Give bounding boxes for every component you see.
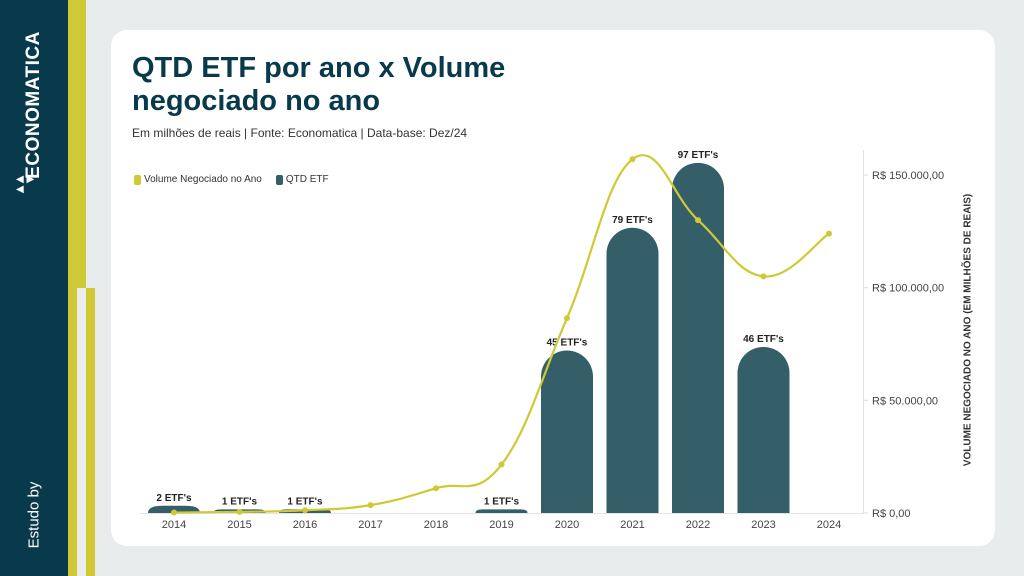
bar-2021 [606, 227, 659, 514]
bar-label-2019: 1 ETF's [484, 496, 520, 507]
x-tick-label-2020: 2020 [555, 519, 579, 531]
bar-2019 [475, 509, 528, 513]
x-tick-label-2016: 2016 [293, 519, 317, 531]
logo-arrows-icon: ◀ ▶ ◀ [16, 174, 35, 195]
volume-point-2019 [498, 461, 505, 468]
accent-stripe [86, 288, 95, 576]
accent-stripe [77, 0, 86, 288]
y-tick-label: R$ 0,00 [872, 508, 911, 520]
volume-point-2017 [367, 502, 374, 509]
x-tick-label-2014: 2014 [162, 519, 186, 531]
x-tick-label-2022: 2022 [686, 519, 710, 531]
x-tick-label-2018: 2018 [424, 519, 448, 531]
volume-point-2021 [629, 156, 636, 163]
legend-label-volume: Volume Negociado no Ano [144, 174, 262, 185]
bar-label-2022: 97 ETF's [678, 150, 719, 161]
bar-label-2021: 79 ETF's [612, 215, 653, 226]
legend-item-qtd[interactable]: QTD ETF [275, 174, 329, 185]
legend-swatch-qtd [275, 174, 283, 185]
y-tick-label: R$ 50.000,00 [872, 395, 938, 407]
volume-point-2014 [171, 509, 177, 516]
volume-point-2020 [564, 315, 570, 322]
x-tick-label-2017: 2017 [358, 519, 382, 531]
bar-2022 [672, 162, 724, 513]
volume-point-2024 [826, 230, 832, 237]
chart-subtitle: Em milhões de reais | Fonte: Economatica… [132, 126, 468, 140]
legend-swatch-volume [134, 174, 141, 185]
x-tick-label-2019: 2019 [489, 519, 513, 531]
volume-line [173, 154, 830, 514]
accent-gap [77, 288, 86, 576]
legend: Volume Negociado no Ano QTD ETF [134, 174, 329, 185]
y-tick-label: R$ 100.000,00 [872, 283, 944, 295]
bar-2014 [148, 505, 200, 513]
volume-point-2015 [236, 508, 243, 515]
volume-point-2018 [433, 485, 439, 492]
legend-label-qtd: QTD ETF [285, 174, 329, 185]
volume-point-2016 [302, 507, 308, 514]
volume-point-2023 [760, 273, 767, 280]
x-tick-label-2021: 2021 [620, 519, 644, 531]
bar-label-2015: 1 ETF's [222, 496, 258, 507]
bar-label-2020: 45 ETF's [547, 338, 588, 349]
y-axis-label-right: VOLUME NEGOCIADO NO ANO (EM MILHÕES DE R… [962, 193, 974, 467]
x-tick-label-2024: 2024 [817, 519, 841, 531]
y-tick-label: R$ 150.000,00 [872, 170, 944, 182]
bar-label-2016: 1 ETF's [287, 496, 323, 507]
bar-2023 [737, 346, 790, 513]
chart-title: QTD ETF por ano x Volume negociado no an… [132, 52, 506, 117]
bar-2020 [541, 350, 593, 513]
accent-stripe [68, 0, 77, 576]
brand-sidebar [0, 0, 68, 576]
volume-point-2022 [695, 217, 701, 224]
bar-label-2023: 46 ETF's [743, 334, 784, 345]
x-tick-label-2023: 2023 [751, 519, 775, 531]
x-tick-label-2015: 2015 [227, 519, 251, 531]
bar-label-2014: 2 ETF's [156, 493, 192, 504]
legend-item-volume[interactable]: Volume Negociado no Ano [134, 174, 262, 185]
